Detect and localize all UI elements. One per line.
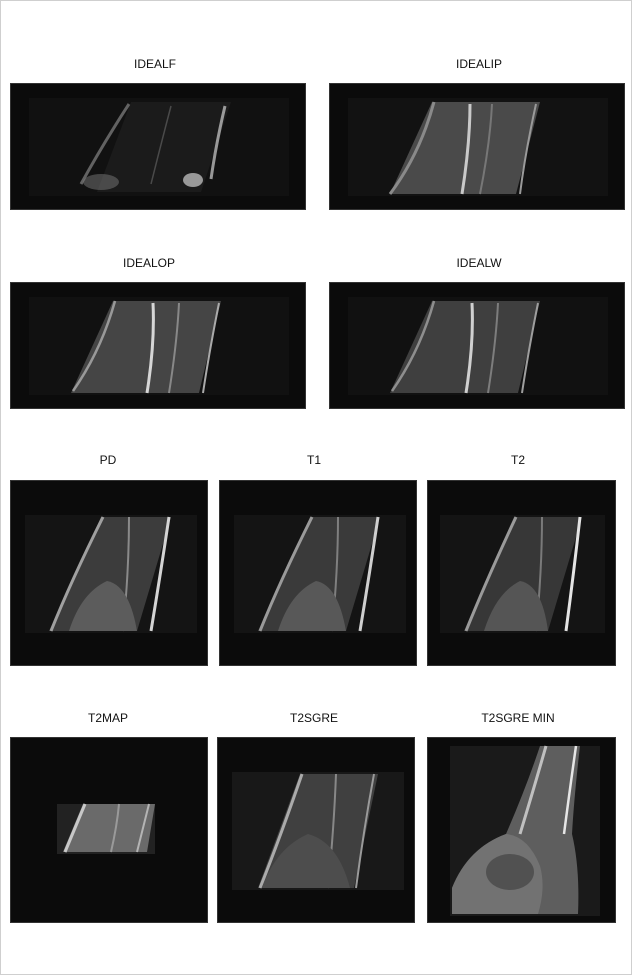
panel-label-t2: T2 [510,453,525,467]
mri-slice-t2map [57,803,155,854]
mri-slice-idealip [348,98,608,196]
mri-image-t2sgre [217,737,415,923]
mri-image-pd [10,480,208,666]
mri-image-t2sgremin [427,737,616,923]
mri-image-t2 [427,480,616,666]
panel-label-idealw: IDEALW [456,256,502,270]
panel-label-idealip: IDEALIP [455,57,503,71]
mri-image-t1 [219,480,417,666]
panel-label-t2sgremin: T2SGRE MIN [481,711,555,725]
mri-image-idealf [10,83,306,210]
panel-label-pd: PD [99,453,117,467]
mri-slice-idealw [348,297,608,395]
mri-image-idealop [10,282,306,409]
mri-slice-t1 [234,515,406,633]
panel-label-t1: T1 [306,453,321,467]
panel-label-idealop: IDEALOP [122,256,176,270]
mri-slice-t2 [440,515,605,633]
panel-label-t2sgre: T2SGRE [289,711,338,725]
mri-image-idealip [329,83,625,210]
mri-image-t2map [10,737,208,923]
mri-image-idealw [329,282,625,409]
mri-slice-t2sgre [232,772,404,890]
mri-slice-t2sgremin [450,745,600,916]
panel-label-t2map: T2MAP [87,711,128,725]
mri-slice-idealop [29,297,289,395]
panel-label-idealf: IDEALF [133,57,176,71]
mri-slice-idealf [29,98,289,196]
mri-slice-pd [25,515,197,633]
